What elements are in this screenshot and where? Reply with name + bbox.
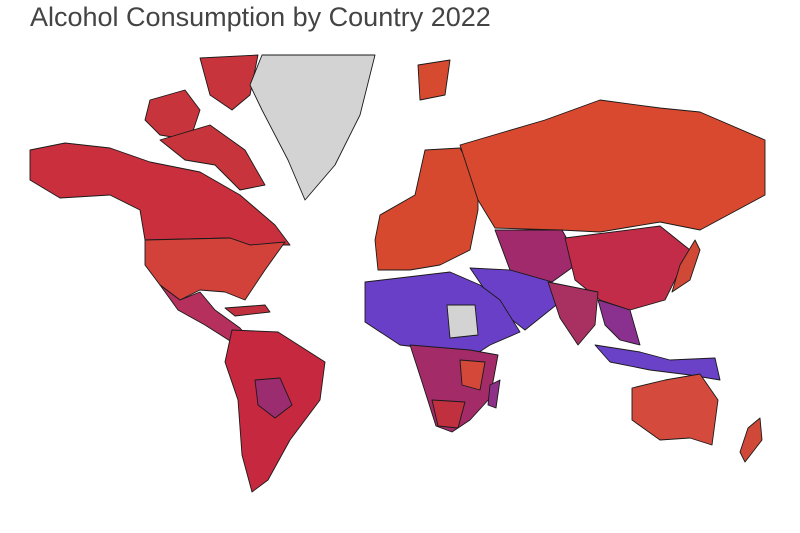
region xyxy=(487,379,501,409)
region xyxy=(564,225,691,311)
region xyxy=(459,359,486,391)
region xyxy=(159,124,266,191)
region xyxy=(431,399,466,429)
region xyxy=(364,271,521,359)
region xyxy=(594,344,721,381)
region xyxy=(249,54,376,201)
region xyxy=(597,299,641,346)
region xyxy=(374,147,479,271)
map-title: Alcohol Consumption by Country 2022 xyxy=(30,2,491,32)
region xyxy=(199,54,259,111)
region xyxy=(254,377,293,419)
region xyxy=(739,417,763,463)
region xyxy=(631,373,719,446)
region xyxy=(671,239,701,293)
region xyxy=(494,229,581,283)
region xyxy=(144,237,286,301)
region xyxy=(459,99,766,233)
region xyxy=(547,281,599,346)
region xyxy=(417,59,451,101)
region xyxy=(224,304,271,317)
region xyxy=(446,304,479,339)
region xyxy=(29,142,291,246)
